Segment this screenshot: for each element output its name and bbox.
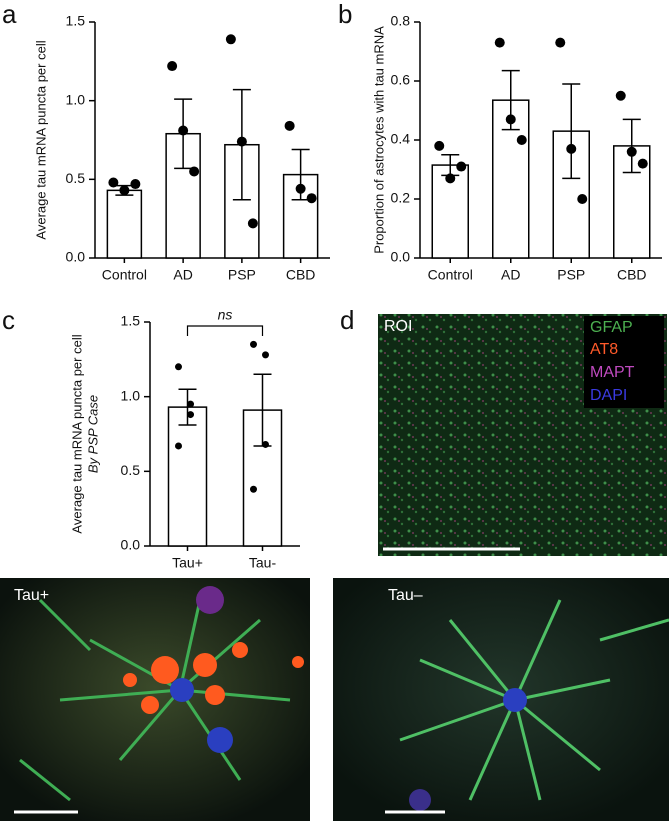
panel-letter: d — [340, 305, 354, 335]
data-point — [262, 351, 269, 359]
image-d: ROI GFAP AT8 MAPT DAPI — [378, 314, 667, 556]
channel-label: MAPT — [590, 364, 635, 381]
panel-letter: c — [2, 305, 15, 335]
y-axis-label: Average tau mRNA puncta per cell — [33, 40, 48, 239]
data-point — [505, 114, 516, 125]
x-tick-label: Tau+ — [172, 555, 203, 571]
y-tick-label: 1.0 — [66, 91, 86, 107]
image-label: ROI — [384, 318, 412, 335]
y-axis-label: Average tau mRNA puncta per cell — [69, 334, 84, 533]
data-point — [175, 442, 182, 450]
bar — [106, 189, 143, 259]
data-point — [187, 411, 194, 419]
data-point — [167, 61, 178, 72]
y-tick-label: 0.0 — [391, 249, 411, 265]
data-point — [178, 125, 189, 136]
data-point — [637, 158, 648, 169]
x-tick-label: PSP — [557, 267, 585, 283]
y-axis-label: By PSP Case — [85, 395, 100, 473]
annotation: ns — [218, 307, 233, 323]
y-tick-label: 0.2 — [391, 190, 411, 206]
image-f: Tau– — [333, 578, 669, 821]
y-tick-label: 0.8 — [391, 13, 411, 29]
data-point — [566, 143, 577, 154]
x-tick-label: Control — [428, 267, 473, 283]
panel-letter: b — [338, 0, 352, 29]
data-point — [577, 194, 588, 204]
x-tick-label: Control — [102, 267, 147, 283]
data-point — [108, 177, 119, 188]
y-tick-label: 0.6 — [391, 72, 411, 88]
channel-label: GFAP — [590, 319, 633, 336]
channel-label: DAPI — [590, 387, 627, 404]
data-point — [434, 140, 445, 151]
data-point — [119, 185, 130, 196]
data-point — [626, 146, 637, 157]
data-point — [555, 37, 566, 48]
data-point — [236, 136, 247, 147]
x-tick-label: CBD — [617, 267, 647, 283]
y-tick-label: 0.4 — [391, 131, 411, 147]
y-tick-label: 1.0 — [121, 387, 141, 403]
data-point — [187, 400, 194, 408]
data-point — [189, 166, 200, 177]
data-point — [250, 485, 257, 493]
data-point — [250, 340, 257, 348]
data-point — [456, 161, 467, 172]
data-point — [130, 179, 141, 190]
significance-bracket — [186, 325, 264, 336]
image-e: Tau+ — [0, 578, 310, 821]
image-label: Tau– — [388, 587, 423, 604]
x-tick-label: AD — [501, 267, 520, 283]
y-tick-label: 0.0 — [66, 249, 86, 265]
image-label: Tau+ — [14, 587, 49, 604]
data-point — [247, 218, 258, 229]
data-point — [306, 193, 317, 204]
data-point — [615, 90, 626, 101]
data-point — [516, 135, 527, 145]
y-tick-label: 0.5 — [121, 462, 141, 478]
x-tick-label: CBD — [286, 267, 316, 283]
data-point — [494, 37, 505, 48]
data-point — [175, 363, 182, 371]
x-tick-label: Tau- — [249, 555, 277, 571]
y-axis-label: Proportion of astrocytes with tau mRNA — [371, 26, 386, 254]
data-point — [295, 183, 306, 194]
data-point — [284, 120, 295, 131]
y-tick-label: 0.0 — [121, 537, 141, 553]
y-tick-label: 1.5 — [121, 313, 141, 329]
panel-letter: a — [2, 0, 17, 29]
data-point — [225, 34, 236, 45]
y-tick-label: 1.5 — [66, 13, 86, 29]
y-tick-label: 0.5 — [66, 170, 86, 186]
x-tick-label: PSP — [228, 267, 256, 283]
channel-label: AT8 — [590, 341, 618, 358]
data-point — [445, 173, 456, 184]
x-tick-label: AD — [173, 267, 192, 283]
data-point — [262, 440, 269, 448]
bar — [167, 406, 208, 547]
